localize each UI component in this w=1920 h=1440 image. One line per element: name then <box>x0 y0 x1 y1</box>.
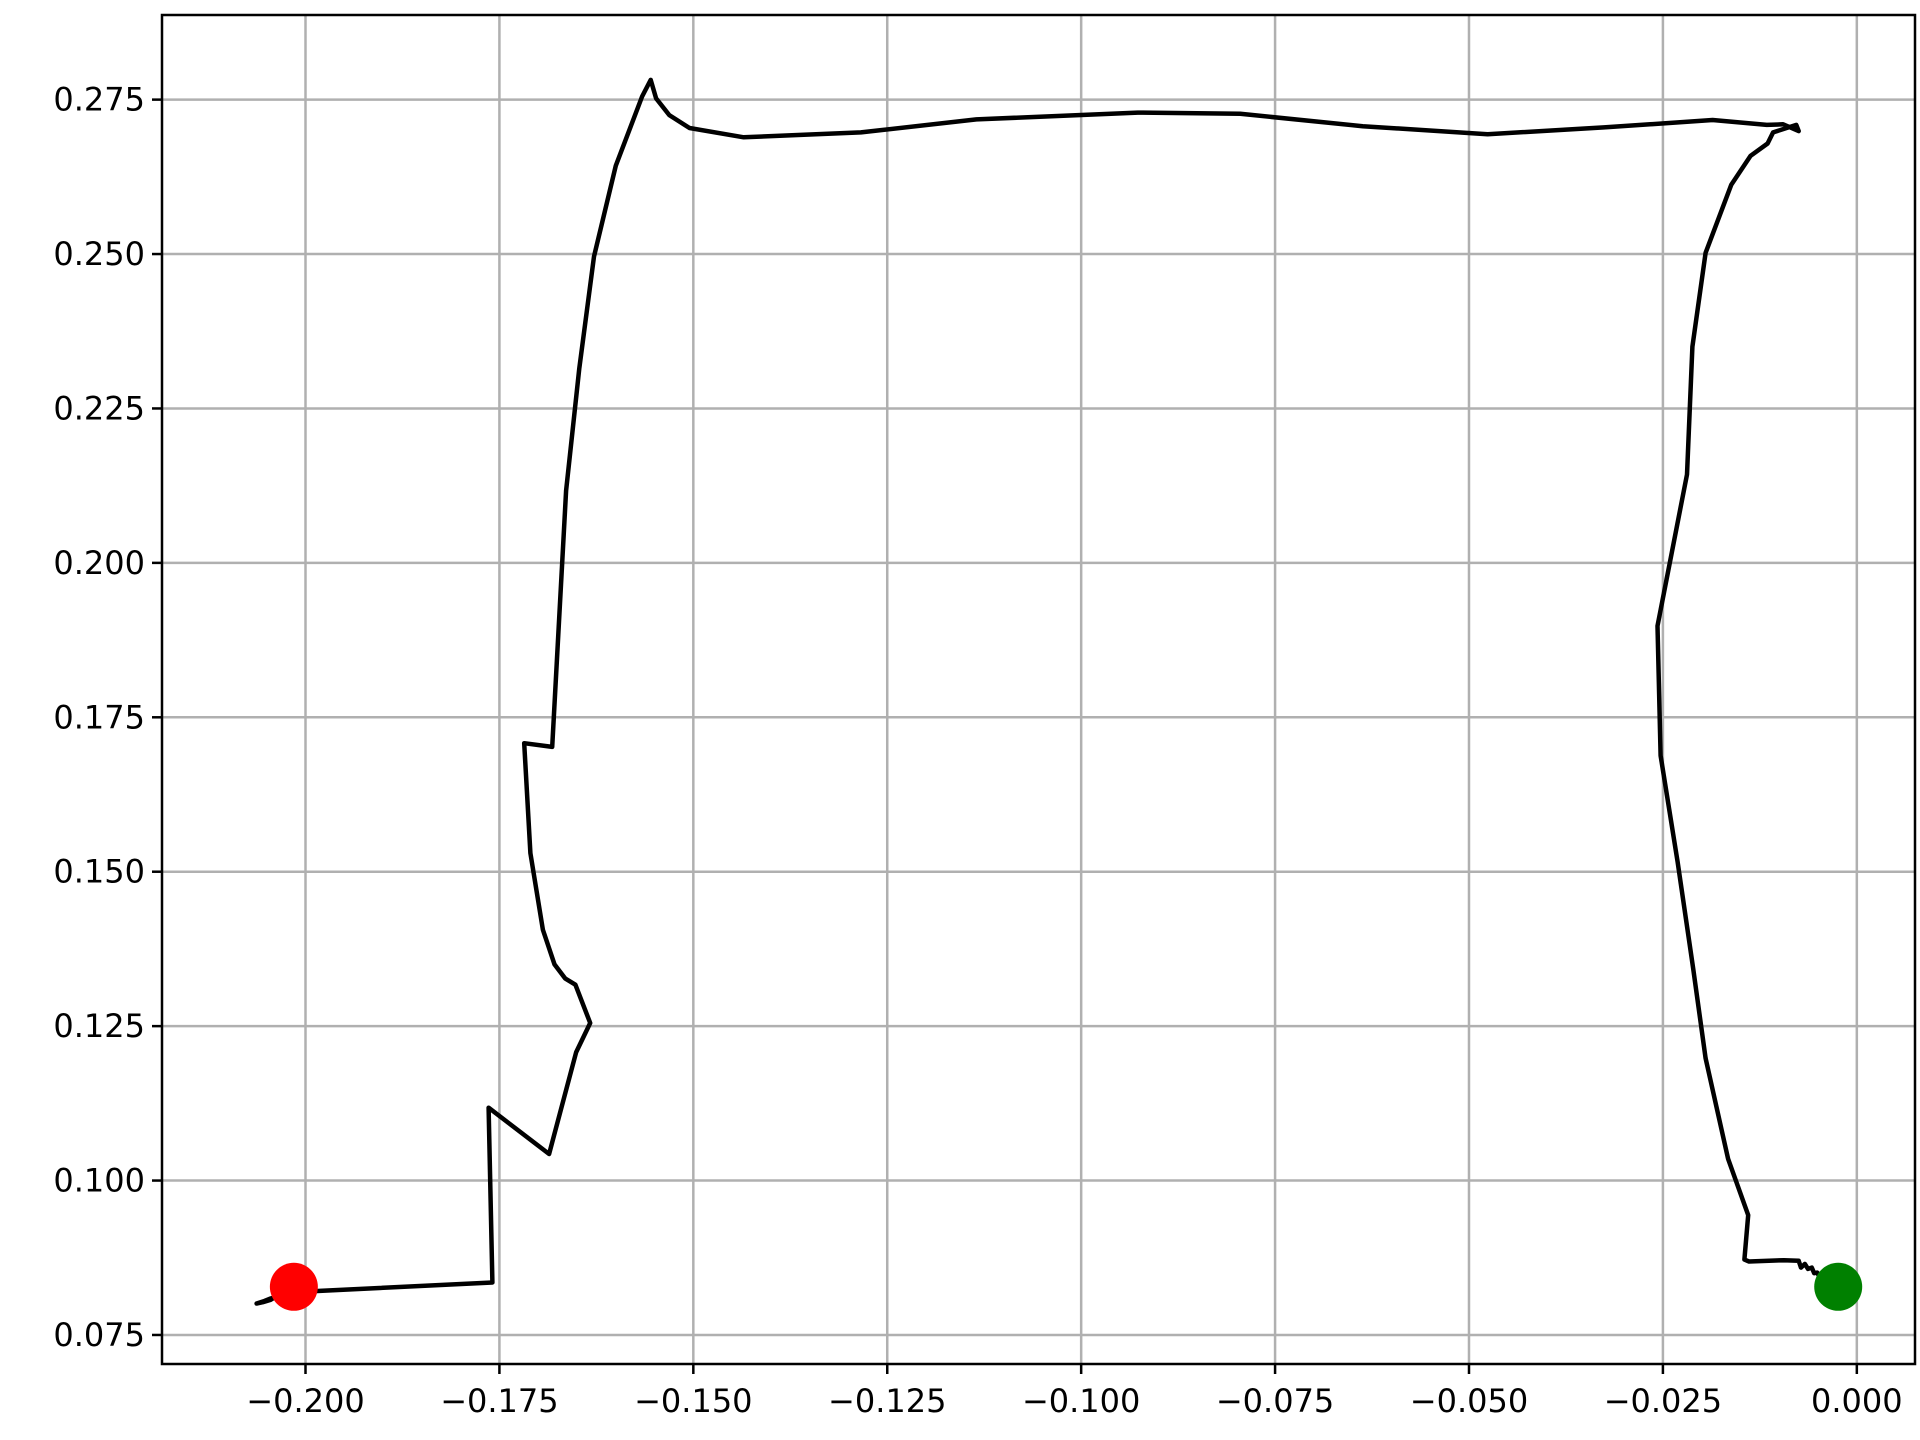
x-axis-ticks: −0.200 −0.175 −0.150 −0.125 −0.100 −0.075 −0.0… <box>246 1364 1903 1420</box>
x-tick-label: −0.025 <box>1604 1382 1722 1420</box>
plot-background <box>162 15 1915 1364</box>
marker-layer <box>269 1262 1863 1311</box>
start-marker <box>269 1262 318 1311</box>
y-tick-label: 0.200 <box>53 544 145 582</box>
y-tick-label: 0.075 <box>53 1316 145 1354</box>
x-tick-label: −0.200 <box>246 1382 364 1420</box>
x-tick-label: −0.175 <box>440 1382 558 1420</box>
x-tick-label: −0.150 <box>634 1382 752 1420</box>
x-tick-label: −0.075 <box>1216 1382 1334 1420</box>
y-tick-label: 0.225 <box>53 389 145 427</box>
y-tick-label: 0.275 <box>53 81 145 119</box>
plot-frame <box>160 13 1917 1366</box>
x-tick-label: −0.050 <box>1410 1382 1528 1420</box>
y-tick-label: 0.125 <box>53 1007 145 1045</box>
series-layer <box>254 77 1841 1306</box>
y-tick-label: 0.100 <box>53 1162 145 1200</box>
y-tick-label: 0.150 <box>53 853 145 891</box>
x-tick-label: −0.100 <box>1022 1382 1140 1420</box>
x-tick-label: −0.125 <box>828 1382 946 1420</box>
trajectory-line <box>254 77 1841 1306</box>
y-tick-label: 0.250 <box>53 235 145 273</box>
end-marker <box>1814 1262 1863 1311</box>
y-tick-label: 0.175 <box>53 698 145 736</box>
y-axis-ticks: 0.075 0.100 0.125 0.150 0.175 0.200 0.225 0.250… <box>53 81 162 1354</box>
x-tick-label: 0.000 <box>1811 1382 1903 1420</box>
grid-lines <box>162 15 1915 1364</box>
